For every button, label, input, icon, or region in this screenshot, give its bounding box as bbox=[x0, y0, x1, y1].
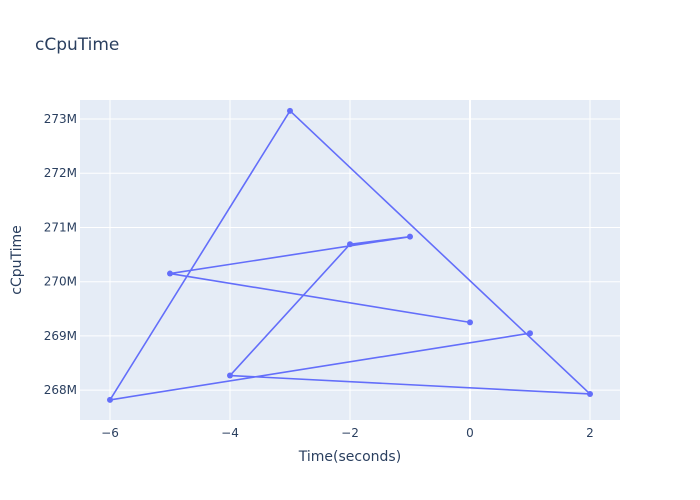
tick-labels: −6 −4 −2 0 2 268M 269M 270M 271M 272M 273M bbox=[44, 112, 594, 440]
x-tick-label: 2 bbox=[586, 426, 594, 440]
data-point[interactable] bbox=[407, 233, 413, 240]
x-tick-label: −4 bbox=[221, 426, 239, 440]
data-point[interactable] bbox=[467, 319, 473, 326]
data-point[interactable] bbox=[587, 390, 593, 397]
data-point[interactable] bbox=[527, 330, 533, 337]
y-axis-title: cCpuTime bbox=[9, 225, 25, 295]
y-tick-label: 269M bbox=[44, 329, 77, 343]
data-point[interactable] bbox=[347, 241, 353, 248]
x-tick-label: −6 bbox=[101, 426, 119, 440]
chart-title: cCpuTime bbox=[35, 35, 119, 55]
x-tick-label: 0 bbox=[466, 426, 474, 440]
y-tick-label: 273M bbox=[44, 112, 77, 126]
y-tick-label: 271M bbox=[44, 220, 77, 234]
data-point[interactable] bbox=[107, 396, 113, 403]
y-tick-label: 268M bbox=[44, 383, 77, 397]
y-tick-label: 272M bbox=[44, 166, 77, 180]
data-point[interactable] bbox=[227, 372, 233, 379]
data-point[interactable] bbox=[167, 270, 173, 277]
y-tick-label: 270M bbox=[44, 275, 77, 289]
series-layer bbox=[107, 107, 593, 403]
x-axis-title: Time(seconds) bbox=[298, 449, 401, 465]
data-point[interactable] bbox=[287, 107, 293, 114]
x-tick-label: −2 bbox=[341, 426, 359, 440]
